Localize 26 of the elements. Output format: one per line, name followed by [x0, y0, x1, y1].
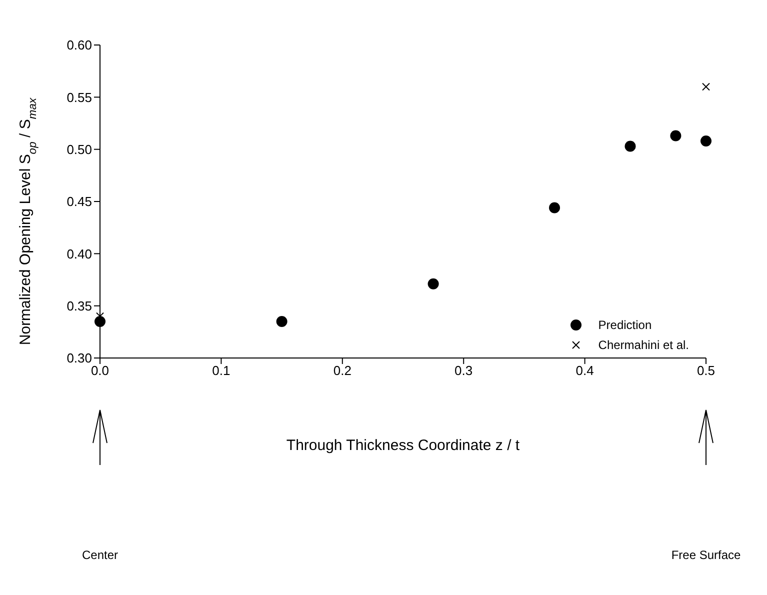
y-tick-label: 0.30 [66, 350, 92, 366]
point [624, 140, 636, 152]
point [700, 135, 712, 146]
point [670, 130, 682, 142]
x-tick-label: 0.5 [696, 363, 716, 378]
point [549, 202, 560, 214]
point [94, 316, 106, 327]
x-axis-title: Through Thickness Coordinate z / t [286, 437, 520, 454]
legend-label: Chermahini et al. [598, 338, 689, 352]
point [276, 316, 288, 327]
x-tick-label: 0.2 [333, 363, 352, 378]
y-tick-label: 0.55 [66, 90, 92, 105]
x-tick-label: 0.1 [212, 363, 230, 378]
y-tick-label: 0.50 [66, 142, 92, 157]
y-tick-label: 0.60 [66, 38, 92, 53]
y-tick-label: 0.40 [66, 246, 92, 262]
text: Center [82, 548, 118, 562]
x-tick-label: 0.4 [576, 363, 594, 378]
x-tick-label: 0.0 [90, 363, 110, 378]
point [428, 278, 439, 290]
y-tick-label: 0.45 [66, 194, 92, 210]
point [702, 82, 710, 91]
legend-label: Prediction [598, 318, 652, 332]
y-tick-label: 0.35 [66, 298, 92, 314]
text: Free Surface [671, 548, 741, 562]
x-tick-label: 0.3 [454, 363, 473, 378]
